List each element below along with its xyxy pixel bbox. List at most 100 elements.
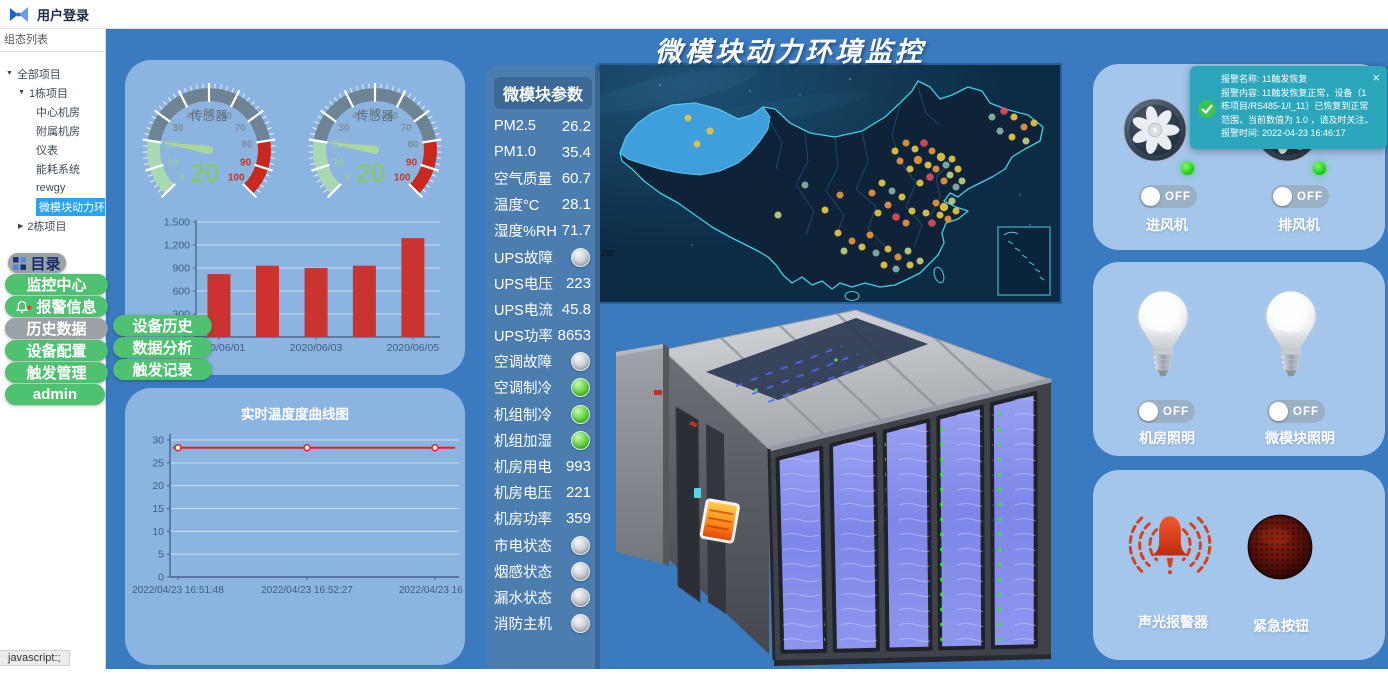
tree-item-label: 1栋项目 [29, 85, 68, 101]
menu-history-data[interactable]: 历史数据 [5, 318, 108, 339]
toggle-state-label: OFF [1297, 191, 1323, 203]
menu-item-label: 设备配置 [26, 340, 86, 361]
toggle-knob [1139, 402, 1158, 421]
params-scrollbar[interactable] [595, 65, 600, 669]
submenu-trigger-records[interactable]: 触发记录 [113, 359, 212, 380]
tree-item-label: 中心机房 [36, 104, 80, 120]
tree-item-label: rewgy [36, 182, 65, 194]
svg-text:80: 80 [241, 139, 253, 150]
param-label: UPS故障 [494, 247, 553, 268]
params-title: 微模块参数 [494, 77, 592, 109]
menu-directory[interactable]: 目录 [8, 253, 66, 273]
user-login-link[interactable]: 用户登录 [37, 5, 89, 24]
param-row-17: 烟感状态 [487, 558, 600, 584]
tree-item-7[interactable]: 微模块动力环境 [0, 197, 105, 216]
tree-item-3[interactable]: 附属机房 [0, 121, 105, 140]
param-row-1: PM1.0 35.4 [487, 139, 600, 165]
menu-admin[interactable]: admin [5, 384, 105, 405]
param-label: 机组制冷 [494, 404, 552, 425]
svg-text:20: 20 [152, 480, 164, 492]
module-light-toggle[interactable]: OFF [1267, 400, 1325, 423]
room-light-bulb-icon [1129, 288, 1197, 383]
status-led-gray [571, 352, 590, 371]
tree-item-label: 附属机房 [36, 123, 80, 139]
intake-fan-status-dot [1181, 162, 1194, 175]
toggle-knob [1269, 402, 1288, 421]
param-value: 71.7 [562, 222, 591, 239]
submenu-device-history[interactable]: 设备历史 [113, 315, 212, 336]
param-label: PM1.0 [494, 144, 536, 160]
tree-item-2[interactable]: 中心机房 [0, 102, 105, 121]
submenu-item-label: 数据分析 [132, 337, 192, 358]
status-led-green [571, 431, 590, 450]
emergency-button-icon[interactable] [1243, 510, 1317, 584]
toggle-state-label: OFF [1293, 406, 1319, 418]
svg-text:30: 30 [172, 123, 184, 134]
collapse-arrow-icon[interactable]: ▼ [18, 89, 25, 96]
submenu-data-analysis[interactable]: 数据分析 [113, 337, 212, 358]
tree-item-label: 仪表 [36, 142, 58, 158]
param-row-5: UPS故障 [487, 244, 600, 270]
param-label: 湿度%RH [494, 220, 557, 241]
param-value: 60.7 [562, 170, 591, 187]
status-led-gray [571, 562, 590, 581]
intake-fan-label: 进风机 [1117, 215, 1217, 235]
menu-monitor-center[interactable]: 监控中心 [5, 274, 108, 295]
param-label: UPS功率 [494, 325, 553, 346]
tree-item-0[interactable]: ▼全部项目 [0, 64, 105, 83]
tree-item-label: 2栋项目 [27, 218, 66, 234]
alarm-notification-toast: × 报警名称: 11触发恢复 报警内容: 11触发恢复正常，设备（1栋项目/RS… [1190, 66, 1387, 149]
menu-device-config[interactable]: 设备配置 [5, 340, 108, 361]
status-led-green [571, 405, 590, 424]
alarm-content-line: 报警内容: 11触发恢复正常，设备（1栋项目/RS485-1/I_11）已恢复到… [1221, 87, 1374, 128]
bell-icon [16, 300, 32, 314]
param-label: 机组加湿 [494, 430, 552, 451]
tree-item-8[interactable]: ▶ 2栋项目 [0, 216, 105, 235]
svg-text:90: 90 [406, 157, 418, 168]
svg-text:30: 30 [338, 123, 350, 134]
svg-text:2020/06/03: 2020/06/03 [290, 342, 343, 354]
china-map: 200 [600, 65, 1060, 302]
status-led-green [571, 378, 590, 397]
svg-text:70: 70 [235, 123, 247, 134]
tree-item-6[interactable]: rewgy [0, 178, 105, 197]
menu-trigger-manage[interactable]: 触发管理 [5, 362, 108, 383]
param-row-12: 机组加湿 [487, 427, 600, 453]
exhaust-fan-status-dot [1313, 162, 1326, 175]
svg-text:2022/04/23 16:52:27: 2022/04/23 16:52:27 [261, 585, 353, 596]
server-room-3d [606, 302, 1060, 669]
intake-fan-toggle[interactable]: OFF [1139, 185, 1197, 208]
close-icon[interactable]: × [1372, 68, 1380, 88]
param-value: 26.2 [562, 118, 591, 135]
top-bar: 用户登录 [0, 0, 1388, 29]
collapse-arrow-icon[interactable]: ▼ [6, 70, 13, 77]
svg-text:传感器: 传感器 [190, 108, 228, 123]
menu-alarm-info[interactable]: 报警信息 [5, 296, 108, 317]
lighting-control-card: OFF 机房照明 OFF 微模块照明 [1093, 262, 1385, 456]
svg-text:80: 80 [407, 139, 419, 150]
exhaust-fan-toggle[interactable]: OFF [1271, 185, 1329, 208]
toggle-state-label: OFF [1163, 406, 1189, 418]
svg-text:0: 0 [179, 173, 185, 184]
svg-text:20: 20 [191, 158, 220, 188]
app-logo-icon [8, 5, 30, 24]
sound-light-alarm-label: 声光报警器 [1123, 612, 1223, 632]
room-light-label: 机房照明 [1117, 428, 1217, 448]
param-label: 机房功率 [494, 508, 552, 529]
room-light-toggle[interactable]: OFF [1137, 400, 1195, 423]
tree-item-5[interactable]: 能耗系统 [0, 159, 105, 178]
tree-item-1[interactable]: ▼ 1栋项目 [0, 83, 105, 102]
alarm-time-line: 报警时间: 2022-04-23 16:46:17 [1221, 127, 1374, 141]
param-value: 35.4 [562, 144, 591, 161]
expand-arrow-icon[interactable]: ▶ [18, 222, 23, 230]
svg-text:2020/06/05: 2020/06/05 [387, 342, 440, 354]
param-row-9: 空调故障 [487, 349, 600, 375]
tree-item-4[interactable]: 仪表 [0, 140, 105, 159]
svg-text:15: 15 [152, 503, 164, 515]
param-row-10: 空调制冷 [487, 375, 600, 401]
toggle-knob [1273, 187, 1292, 206]
